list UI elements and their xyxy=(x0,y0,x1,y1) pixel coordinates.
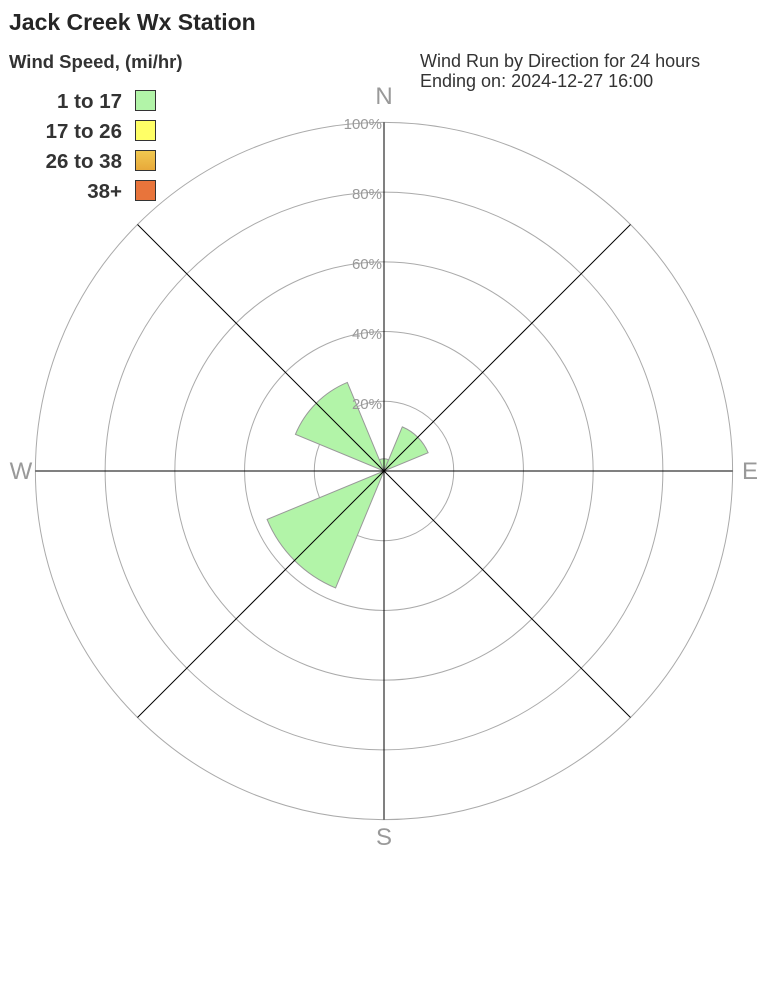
svg-text:80%: 80% xyxy=(352,186,382,203)
svg-text:S: S xyxy=(376,824,392,851)
svg-text:20%: 20% xyxy=(352,396,382,413)
svg-text:60%: 60% xyxy=(352,256,382,273)
svg-text:E: E xyxy=(742,458,758,485)
svg-text:N: N xyxy=(375,83,392,110)
svg-text:40%: 40% xyxy=(352,326,382,343)
svg-text:100%: 100% xyxy=(344,116,382,133)
svg-text:W: W xyxy=(10,458,33,485)
